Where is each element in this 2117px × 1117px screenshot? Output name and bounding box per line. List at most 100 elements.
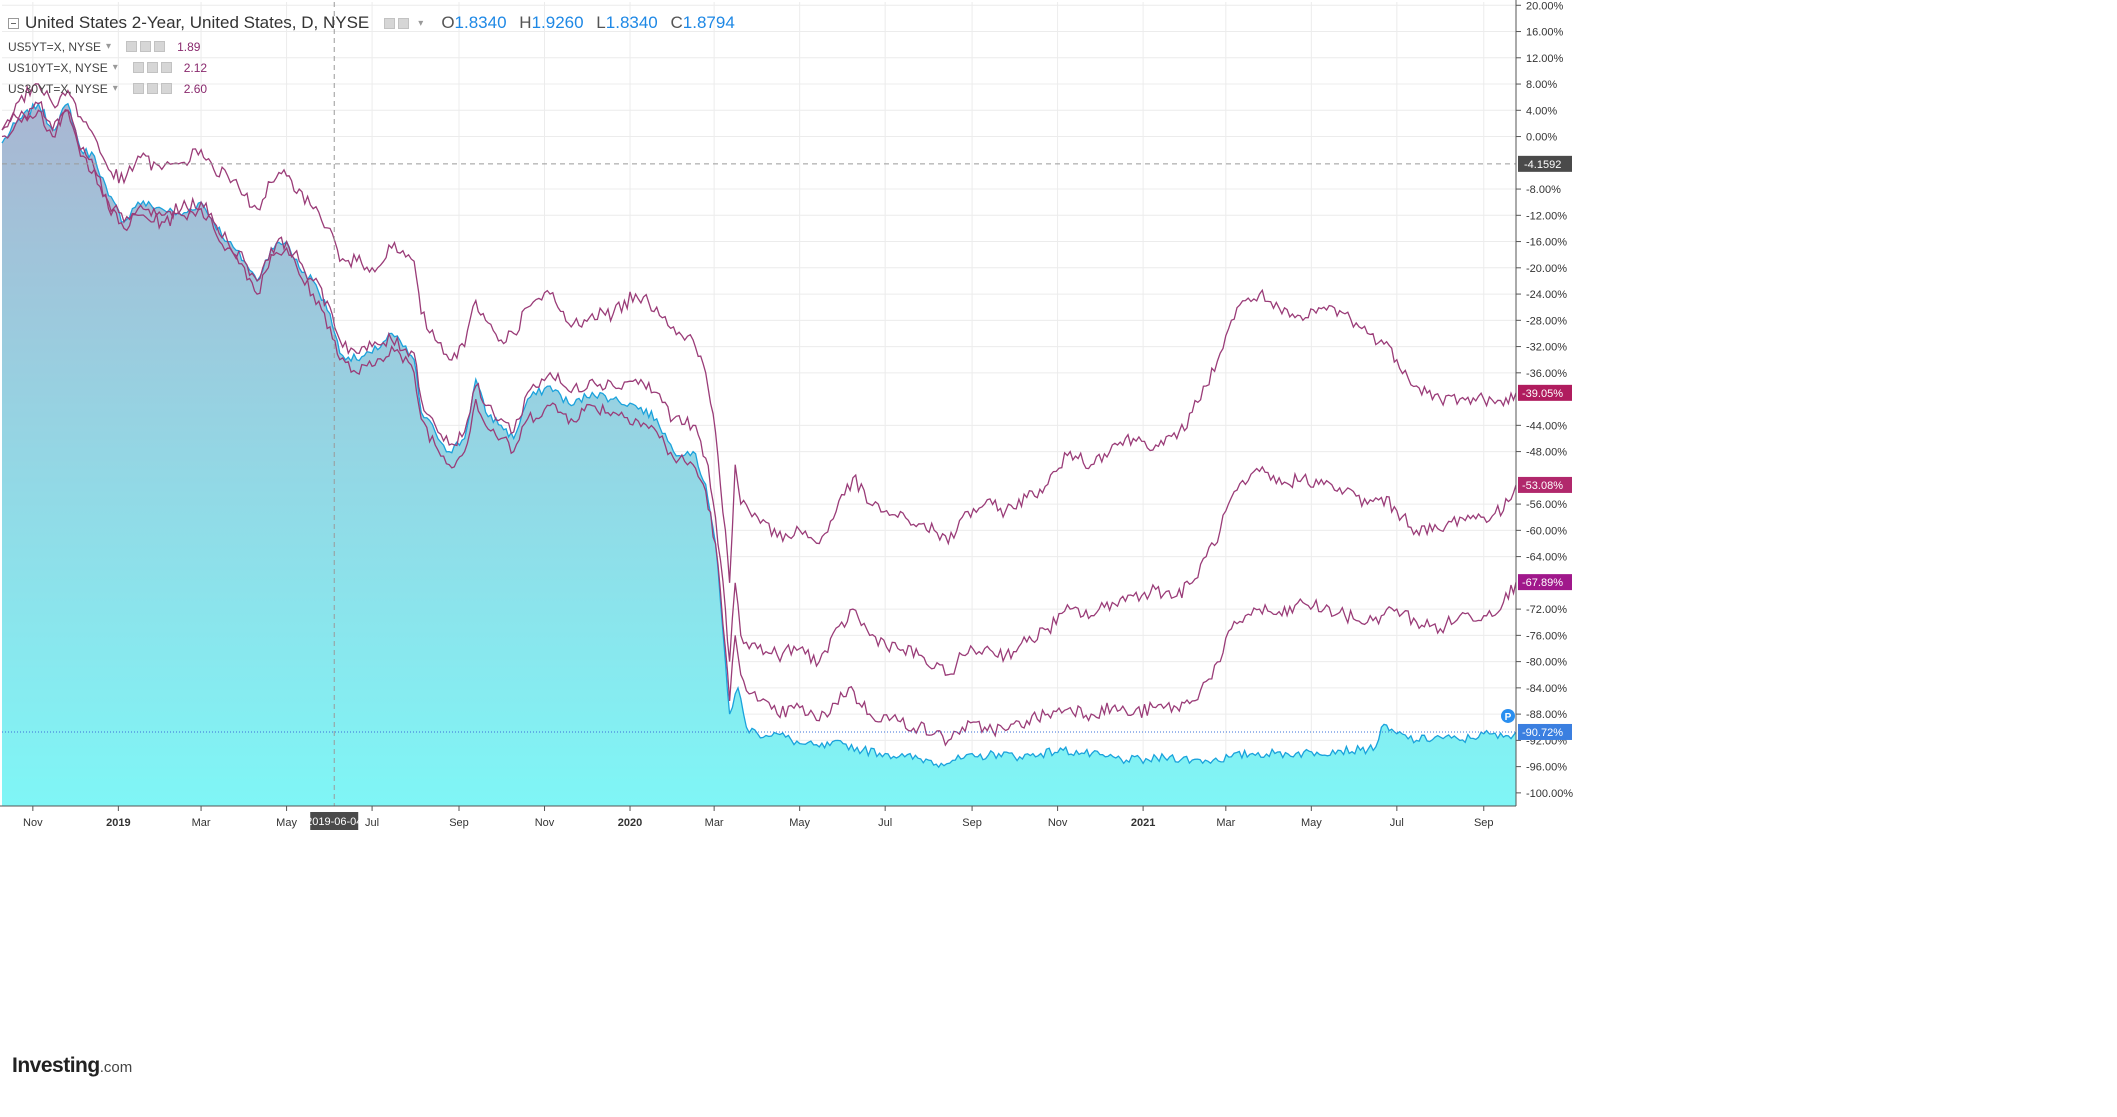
price-tick-label: 12.00% xyxy=(1526,53,1564,65)
compare-symbol-5y: US5YT=X, NYSE xyxy=(8,39,102,54)
price-tick-label: -80.00% xyxy=(1526,657,1567,669)
ohlc-open-value: 1.8340 xyxy=(454,13,507,32)
time-tick-label: Sep xyxy=(962,817,982,829)
price-marker-glyph: P xyxy=(1505,712,1512,723)
time-tick-label: Sep xyxy=(1474,817,1494,829)
compare-symbol-10y: US10YT=X, NYSE xyxy=(8,60,108,75)
badge-10y-label: -53.08% xyxy=(1522,480,1563,492)
main-series-title: United States 2-Year, United States, D, … xyxy=(25,13,370,32)
price-tick-label: -72.00% xyxy=(1526,604,1567,616)
crosshair-date-label: 2019-06-04 xyxy=(306,816,362,828)
badge-30y-bg xyxy=(1518,384,1572,401)
crosshair xyxy=(2,2,1516,806)
time-tick-label: Sep xyxy=(449,817,469,829)
close-icon[interactable] xyxy=(160,83,172,94)
series-controls xyxy=(381,17,410,29)
time-tick-label: Mar xyxy=(705,817,724,829)
compare-value-30y: 2.60 xyxy=(183,81,208,96)
line-series-5y xyxy=(1,109,1517,747)
time-tick-label: Nov xyxy=(535,817,555,829)
time-axis-bg xyxy=(0,806,2117,1117)
visibility-icon[interactable] xyxy=(384,17,396,29)
badge-5y-bg xyxy=(1518,574,1572,591)
crosshair-date-badge xyxy=(310,812,359,830)
ohlc-close-label: C xyxy=(670,13,683,32)
legend-compare-5y: US5YT=X, NYSE ▾ 1.89 xyxy=(8,36,735,57)
time-tick-label: Nov xyxy=(23,817,43,829)
line-series-layer xyxy=(1,83,1517,747)
crosshair-price-label: -4.1592 xyxy=(1524,159,1561,171)
compare-value-10y: 2.12 xyxy=(183,60,208,75)
line-series-30y xyxy=(1,83,1517,583)
investing-logo: Investing.com xyxy=(12,1054,132,1078)
ohlc-low-value: 1.8340 xyxy=(605,13,658,32)
settings-icon[interactable] xyxy=(146,62,158,73)
close-icon[interactable] xyxy=(160,62,172,73)
close-icon[interactable] xyxy=(154,41,166,52)
price-tick-label: -88.00% xyxy=(1526,709,1567,721)
ohlc-values: O1.8340 H1.9260 L1.8340 C1.8794 xyxy=(433,13,734,33)
time-tick-label: 2021 xyxy=(1131,817,1155,829)
time-tick-label: May xyxy=(276,817,297,829)
chevron-down-icon[interactable]: ▾ xyxy=(418,17,424,29)
chevron-down-icon[interactable]: ▾ xyxy=(112,83,118,94)
settings-icon[interactable] xyxy=(146,83,158,94)
ohlc-open-label: O xyxy=(441,13,455,32)
badge-30y-label: -39.05% xyxy=(1522,388,1563,400)
price-tick-label: -56.00% xyxy=(1526,499,1567,511)
crosshair-price-badge xyxy=(1518,155,1572,172)
settings-icon[interactable] xyxy=(140,41,152,52)
visibility-icon[interactable] xyxy=(126,41,138,52)
time-tick-label: May xyxy=(789,817,810,829)
visibility-icon[interactable] xyxy=(132,83,144,94)
series-controls xyxy=(130,83,172,94)
series-controls xyxy=(130,62,172,73)
legend-main-row: United States 2-Year, United States, D, … xyxy=(8,10,735,36)
compare-value-5y: 1.89 xyxy=(177,39,201,54)
time-tick-label: 2019 xyxy=(106,817,130,829)
time-tick-label: Jul xyxy=(878,817,892,829)
line-series-10y xyxy=(1,100,1517,676)
compare-symbol-30y: US30YT=X, NYSE xyxy=(8,81,108,96)
price-tick-label: 0.00% xyxy=(1526,132,1557,144)
ohlc-low-label: L xyxy=(596,13,606,32)
price-tick-label: -28.00% xyxy=(1526,315,1567,327)
price-tick-label: 16.00% xyxy=(1526,27,1564,39)
ohlc-high-label: H xyxy=(519,13,532,32)
price-tick-label: -32.00% xyxy=(1526,342,1567,354)
visibility-icon[interactable] xyxy=(132,62,144,73)
legend: United States 2-Year, United States, D, … xyxy=(8,10,735,99)
price-tick-label: -20.00% xyxy=(1526,263,1567,275)
price-tick-label: -64.00% xyxy=(1526,552,1567,564)
badge-5y-label: -67.89% xyxy=(1522,577,1563,589)
price-tick-label: -48.00% xyxy=(1526,447,1567,459)
series-controls xyxy=(123,41,166,52)
area-fill-2y xyxy=(2,103,1516,806)
badge-2y-label: -90.72% xyxy=(1522,727,1563,739)
price-tick-label: -36.00% xyxy=(1526,368,1567,380)
time-tick-label: Mar xyxy=(1216,817,1235,829)
collapse-legend-icon[interactable] xyxy=(8,17,19,29)
price-tick-label: -8.00% xyxy=(1526,184,1561,196)
time-tick-label: Nov xyxy=(1048,817,1068,829)
chevron-down-icon[interactable]: ▾ xyxy=(106,41,112,52)
time-tick-label: May xyxy=(1301,817,1322,829)
time-tick-label: 2020 xyxy=(618,817,642,829)
price-tick-label: -60.00% xyxy=(1526,525,1567,537)
legend-compare-30y: US30YT=X, NYSE ▾ 2.60 xyxy=(8,78,735,99)
badge-10y-bg xyxy=(1518,476,1572,493)
legend-compare-10y: US10YT=X, NYSE ▾ 2.12 xyxy=(8,57,735,78)
logo-main-text: Investing xyxy=(12,1054,100,1077)
settings-icon[interactable] xyxy=(398,17,410,29)
logo-domain-text: .com xyxy=(99,1059,133,1076)
price-tick-label: -84.00% xyxy=(1526,683,1567,695)
ohlc-high-value: 1.9260 xyxy=(531,13,584,32)
price-tick-label: -96.00% xyxy=(1526,762,1567,774)
chevron-down-icon[interactable]: ▾ xyxy=(112,62,118,73)
price-tick-label: 20.00% xyxy=(1526,0,1564,12)
price-tick-label: -76.00% xyxy=(1526,630,1567,642)
price-tick-label: -24.00% xyxy=(1526,289,1567,301)
time-tick-label: Jul xyxy=(365,817,379,829)
